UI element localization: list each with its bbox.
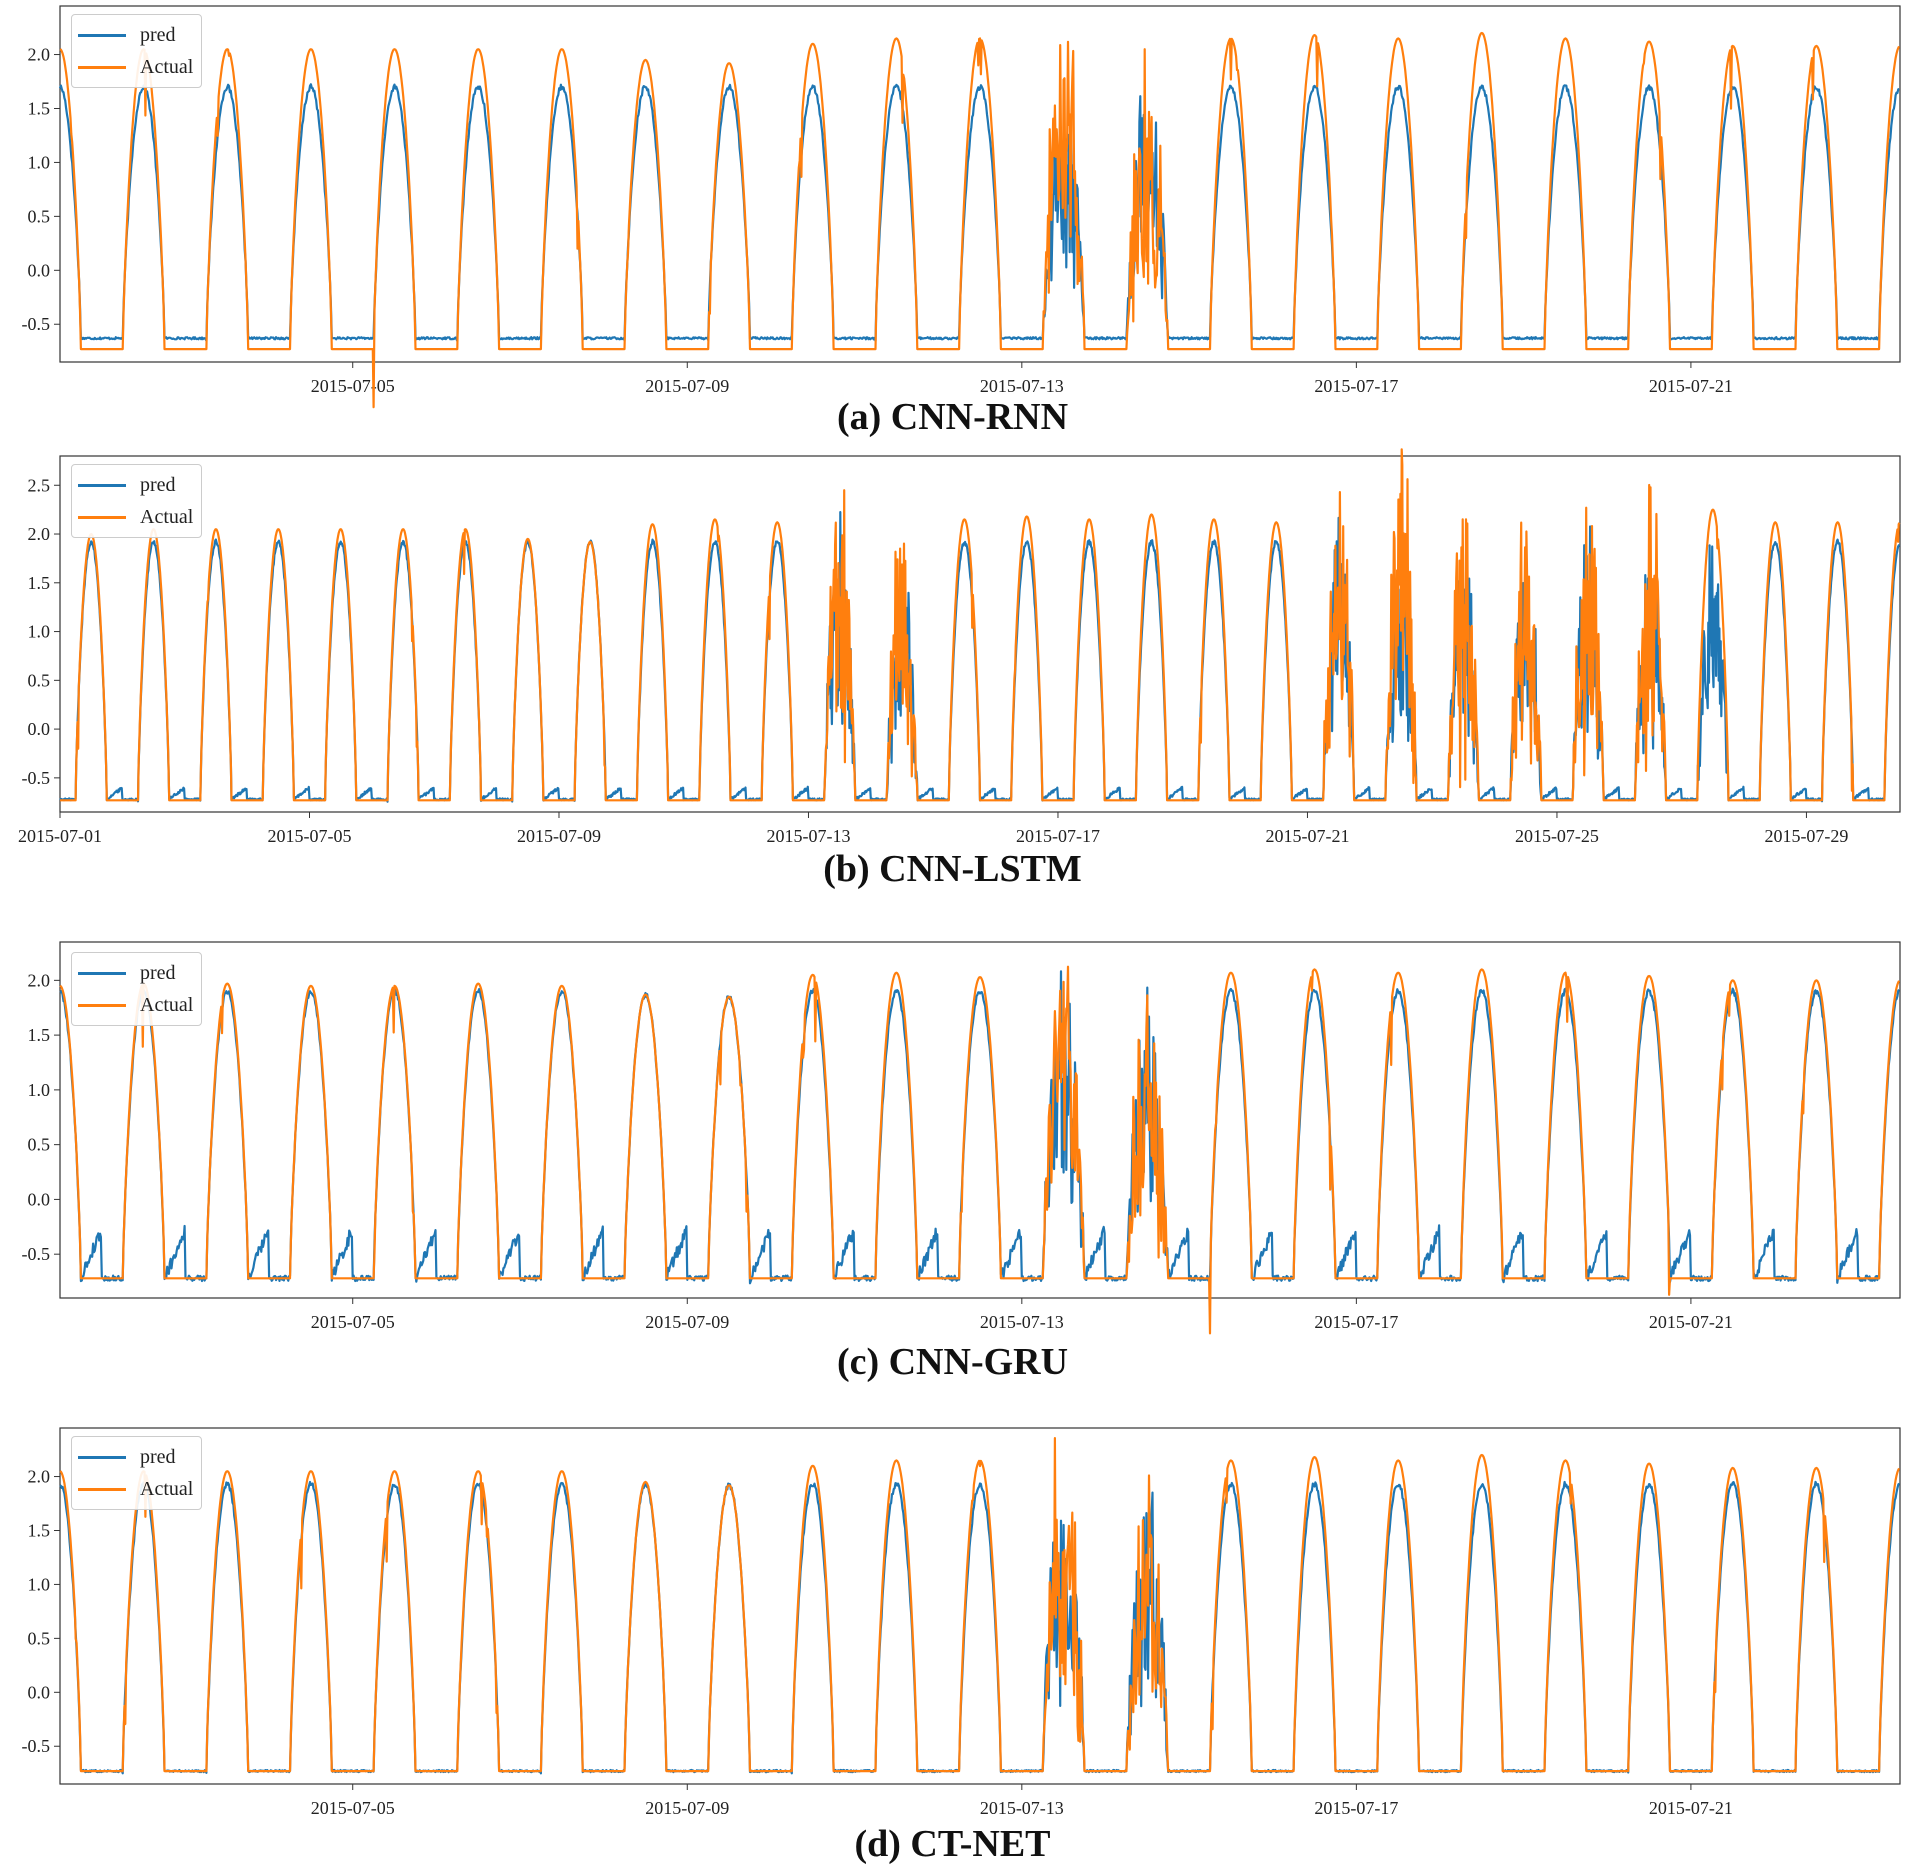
- plot-frame: [59, 455, 1901, 813]
- series-pred-line: [59, 970, 1900, 1285]
- chart-svg-a: -0.5 0.0 0.5 1.0 1.5 2.0 2015-07-05 2015-07-09 2…: [22, 5, 1901, 409]
- y-tick-label: 1.0: [28, 152, 51, 172]
- x-tick-label: 2015-07-09: [517, 826, 601, 846]
- x-tick-label: 2015-07-17: [1016, 826, 1100, 846]
- y-tick-label: 0.0: [28, 260, 51, 280]
- y-tick-label: -0.5: [22, 768, 51, 788]
- legend-pred-swatch: [78, 971, 126, 975]
- x-tick-label: 2015-07-13: [980, 1798, 1064, 1818]
- x-tick-label: 2015-07-09: [645, 1312, 729, 1332]
- y-tick-label: 0.5: [28, 1135, 51, 1155]
- series-pred-line: [58, 83, 1900, 342]
- y-tick-label: 0.5: [28, 206, 51, 226]
- y-tick-label: 1.5: [28, 98, 51, 118]
- legend-actual-swatch: [78, 65, 126, 69]
- chart-panel-c: -0.5 0.0 0.5 1.0 1.5 2.0 2015-07-05 2015-07-09 2…: [0, 932, 1905, 1388]
- x-tick-label: 2015-07-13: [980, 376, 1064, 396]
- plot-frame: [59, 5, 1901, 363]
- series-actual-line: [59, 31, 1901, 409]
- y-tick-label: 1.0: [28, 1574, 51, 1594]
- plot-frame: [59, 1427, 1901, 1785]
- y-tick-label: 0.0: [28, 719, 51, 739]
- x-tick-label: 2015-07-05: [267, 826, 351, 846]
- x-tick-label: 2015-07-21: [1649, 1312, 1733, 1332]
- x-tick-label: 2015-07-17: [1314, 1312, 1398, 1332]
- x-tick-label: 2015-07-21: [1649, 1798, 1733, 1818]
- legend-actual-label: Actual: [140, 55, 194, 78]
- y-tick-label: 1.0: [28, 1080, 51, 1100]
- y-tick-label: 2.5: [28, 475, 51, 495]
- y-tick-label: 1.5: [28, 1025, 51, 1045]
- legend-c: pred Actual: [71, 952, 203, 1026]
- x-tick-label: 2015-07-13: [980, 1312, 1064, 1332]
- y-tick-label: 1.5: [28, 573, 51, 593]
- x-tick-label: 2015-07-09: [645, 376, 729, 396]
- legend-pred-label: pred: [140, 473, 176, 496]
- x-tick-label: 2015-07-09: [645, 1798, 729, 1818]
- y-tick-label: -0.5: [22, 1244, 51, 1264]
- x-tick-label: 2015-07-29: [1764, 826, 1848, 846]
- legend-a: pred Actual: [71, 14, 203, 88]
- legend-pred-swatch: [78, 1455, 126, 1459]
- series-actual-line: [59, 965, 1901, 1335]
- legend-actual-label: Actual: [140, 993, 194, 1016]
- legend-pred-label: pred: [140, 1445, 176, 1468]
- legend-pred-label: pred: [140, 23, 176, 46]
- x-tick-label: 2015-07-21: [1649, 376, 1733, 396]
- y-tick-label: -0.5: [22, 314, 51, 334]
- legend-actual-label: Actual: [140, 1477, 194, 1500]
- legend-actual-label: Actual: [140, 505, 194, 528]
- caption-c: (c) CNN-GRU: [836, 1341, 1069, 1383]
- chart-panel-a: -0.5 0.0 0.5 1.0 1.5 2.0 2015-07-05 2015-07-09 2…: [0, 0, 1905, 445]
- y-tick-label: 2.0: [28, 524, 51, 544]
- legend-pred-swatch: [78, 483, 126, 487]
- caption-d: (d) CT-NET: [854, 1823, 1051, 1865]
- legend-actual-swatch: [78, 1487, 126, 1491]
- legend-pred-label: pred: [140, 961, 176, 984]
- y-tick-label: 0.0: [28, 1189, 51, 1209]
- y-tick-label: 2.0: [28, 1467, 51, 1487]
- series-actual-line: [59, 1437, 1901, 1773]
- y-tick-label: 0.5: [28, 670, 51, 690]
- y-tick-label: 0.0: [28, 1682, 51, 1702]
- x-tick-label: 2015-07-13: [766, 826, 850, 846]
- y-tick-label: 1.5: [28, 1520, 51, 1540]
- chart-svg-b: -0.5 0.0 0.5 1.0 1.5 2.0 2.5 2015-07-01 2015-07-…: [18, 448, 1901, 846]
- chart-panel-d: -0.5 0.0 0.5 1.0 1.5 2.0 2015-07-05 2015-07-09 2…: [0, 1418, 1905, 1868]
- y-tick-label: 2.0: [28, 970, 51, 990]
- chart-svg-c: -0.5 0.0 0.5 1.0 1.5 2.0 2015-07-05 2015-07-09 2…: [22, 941, 1901, 1335]
- x-tick-label: 2015-07-05: [311, 1312, 395, 1332]
- series-actual-line: [59, 448, 1901, 802]
- y-tick-label: 0.5: [28, 1628, 51, 1648]
- caption-a: (a) CNN-RNN: [836, 396, 1069, 438]
- legend-actual-swatch: [78, 1003, 126, 1007]
- y-tick-label: 1.0: [28, 622, 51, 642]
- x-tick-label: 2015-07-21: [1265, 826, 1349, 846]
- legend-d: pred Actual: [71, 1436, 203, 1510]
- chart-svg-d: -0.5 0.0 0.5 1.0 1.5 2.0 2015-07-05 2015-07-09 2…: [22, 1427, 1901, 1818]
- x-tick-label: 2015-07-25: [1515, 826, 1599, 846]
- chart-panel-b: -0.5 0.0 0.5 1.0 1.5 2.0 2.5 2015-07-01 2015-07-…: [0, 448, 1905, 895]
- x-tick-label: 2015-07-17: [1314, 376, 1398, 396]
- legend-actual-swatch: [78, 515, 126, 519]
- plot-frame: [59, 941, 1901, 1299]
- x-tick-label: 2015-07-05: [311, 1798, 395, 1818]
- y-tick-label: 2.0: [28, 45, 51, 65]
- x-tick-label: 2015-07-01: [18, 826, 102, 846]
- legend-b: pred Actual: [71, 464, 203, 538]
- legend-pred-swatch: [78, 33, 126, 37]
- x-tick-label: 2015-07-05: [311, 376, 395, 396]
- series-pred-line: [59, 1480, 1901, 1775]
- y-tick-label: -0.5: [22, 1736, 51, 1756]
- caption-b: (b) CNN-LSTM: [823, 848, 1082, 890]
- x-tick-label: 2015-07-17: [1314, 1798, 1398, 1818]
